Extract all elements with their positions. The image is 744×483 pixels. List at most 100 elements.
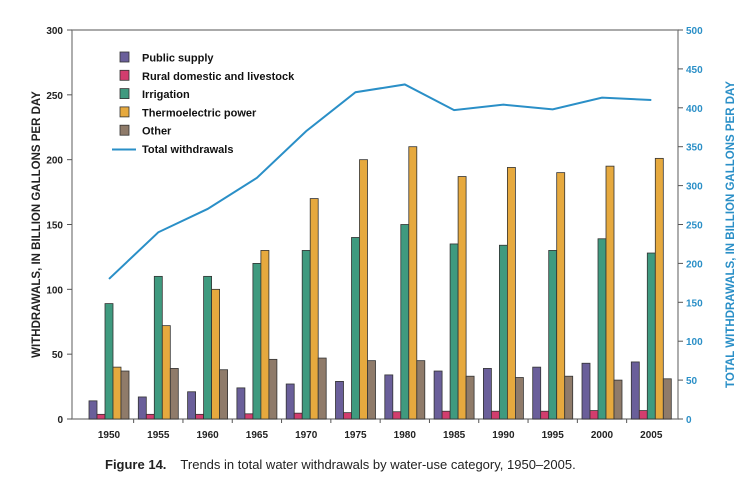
bar-irrigation xyxy=(597,238,607,420)
x-tick-label: 1980 xyxy=(394,430,417,441)
bar-rural-domestic-and-livestock xyxy=(145,413,155,420)
y-tick-label: 0 xyxy=(57,415,63,426)
bar-thermoelectric-power xyxy=(408,146,418,420)
bar-public-supply xyxy=(482,368,492,420)
legend-label: Thermoelectric power xyxy=(142,107,257,119)
legend-swatch xyxy=(119,106,130,118)
y-tick-label: 100 xyxy=(46,285,63,296)
bar-public-supply xyxy=(532,366,542,420)
legend-swatch xyxy=(119,124,130,136)
caption-text: Trends in total water withdrawals by wat… xyxy=(180,457,576,472)
x-tick-label: 1990 xyxy=(492,430,515,441)
bar-thermoelectric-power xyxy=(556,172,566,420)
caption-label: Figure 14. xyxy=(105,457,167,472)
figure-caption: Figure 14. Trends in total water withdraw… xyxy=(105,457,576,472)
x-tick-label: 2000 xyxy=(591,430,614,441)
y-axis-label: WITHDRAWALS, IN BILLION GALLONS PER DAY xyxy=(31,91,43,358)
total-withdrawals-line xyxy=(108,83,652,280)
bar-thermoelectric-power xyxy=(161,325,171,420)
legend-label: Rural domestic and livestock xyxy=(142,71,295,83)
bar-public-supply xyxy=(187,391,197,420)
bar-irrigation xyxy=(498,244,508,420)
bar-rural-domestic-and-livestock xyxy=(293,412,303,420)
bar-thermoelectric-power xyxy=(605,165,615,420)
bar-irrigation xyxy=(400,224,410,420)
bar-public-supply xyxy=(630,361,640,420)
bar-rural-domestic-and-livestock xyxy=(589,410,599,420)
bar-other xyxy=(416,360,426,420)
bar-irrigation xyxy=(104,303,114,420)
bar-rural-domestic-and-livestock xyxy=(441,410,451,420)
bar-thermoelectric-power xyxy=(112,366,122,420)
x-tick-label: 1960 xyxy=(196,430,219,441)
bar-irrigation xyxy=(301,250,311,420)
y2-tick-label: 0 xyxy=(686,415,692,426)
y-tick-label: 150 xyxy=(46,221,63,232)
bar-thermoelectric-power xyxy=(506,167,516,420)
legend-label: Irrigation xyxy=(142,89,190,101)
bar-other xyxy=(120,370,130,420)
legend-label: Public supply xyxy=(142,53,214,65)
x-tick-label: 1975 xyxy=(344,430,367,441)
x-tick-label: 1985 xyxy=(443,430,466,441)
bar-thermoelectric-power xyxy=(654,157,664,420)
bar-other xyxy=(564,375,574,420)
y2-tick-label: 200 xyxy=(686,259,703,270)
bar-other xyxy=(515,377,524,420)
y2-tick-label: 350 xyxy=(686,143,703,154)
y2-tick-label: 400 xyxy=(686,104,703,115)
bar-irrigation xyxy=(203,275,213,420)
y2-tick-label: 150 xyxy=(686,298,703,309)
y2-tick-label: 50 xyxy=(686,376,698,387)
y2-tick-label: 300 xyxy=(686,182,703,193)
x-tick-label: 1955 xyxy=(147,430,170,441)
bar-irrigation xyxy=(646,252,656,420)
legend-swatch xyxy=(119,88,130,99)
y2-tick-label: 450 xyxy=(686,65,703,76)
bar-thermoelectric-power xyxy=(260,250,270,420)
bar-public-supply xyxy=(137,396,147,420)
x-tick-label: 2005 xyxy=(640,430,663,441)
bar-thermoelectric-power xyxy=(359,159,368,420)
bar-public-supply xyxy=(285,383,295,420)
bar-irrigation xyxy=(351,237,360,420)
bar-rural-domestic-and-livestock xyxy=(540,410,550,420)
bar-thermoelectric-power xyxy=(457,176,467,420)
x-tick-label: 1995 xyxy=(542,430,565,441)
y2-tick-label: 250 xyxy=(686,221,703,232)
bar-other xyxy=(613,379,623,420)
legend-swatch xyxy=(119,51,130,63)
bar-public-supply xyxy=(384,374,394,420)
x-tick-label: 1970 xyxy=(295,430,318,441)
bar-rural-domestic-and-livestock xyxy=(244,413,254,420)
legend-label: Other xyxy=(142,126,172,138)
y-tick-label: 50 xyxy=(52,350,64,361)
y2-tick-label: 100 xyxy=(686,337,703,348)
y2-axis-label: TOTAL WITHDRAWALS, IN BILLION GALLONS PE… xyxy=(725,81,737,388)
bar-irrigation xyxy=(548,250,558,420)
bar-rural-domestic-and-livestock xyxy=(638,410,648,420)
bar-rural-domestic-and-livestock xyxy=(96,413,106,420)
x-tick-label: 1965 xyxy=(246,430,269,441)
bar-other xyxy=(268,358,278,420)
bar-public-supply xyxy=(88,400,98,420)
bar-public-supply xyxy=(433,370,443,420)
bar-irrigation xyxy=(449,243,459,420)
legend-label: Total withdrawals xyxy=(142,144,233,156)
bar-other xyxy=(465,375,475,420)
bar-rural-domestic-and-livestock xyxy=(392,411,402,420)
bar-irrigation xyxy=(252,262,262,420)
bar-rural-domestic-and-livestock xyxy=(343,412,352,420)
y-tick-label: 200 xyxy=(46,156,63,167)
y-tick-label: 250 xyxy=(46,91,63,102)
bar-other xyxy=(169,368,179,420)
x-tick-label: 1950 xyxy=(98,430,121,441)
bar-rural-domestic-and-livestock xyxy=(195,413,205,420)
bar-public-supply xyxy=(335,380,344,420)
bar-thermoelectric-power xyxy=(309,198,319,420)
bar-other xyxy=(367,360,376,420)
y2-tick-label: 500 xyxy=(686,26,703,37)
y-tick-label: 300 xyxy=(46,26,63,37)
bar-rural-domestic-and-livestock xyxy=(490,410,500,420)
